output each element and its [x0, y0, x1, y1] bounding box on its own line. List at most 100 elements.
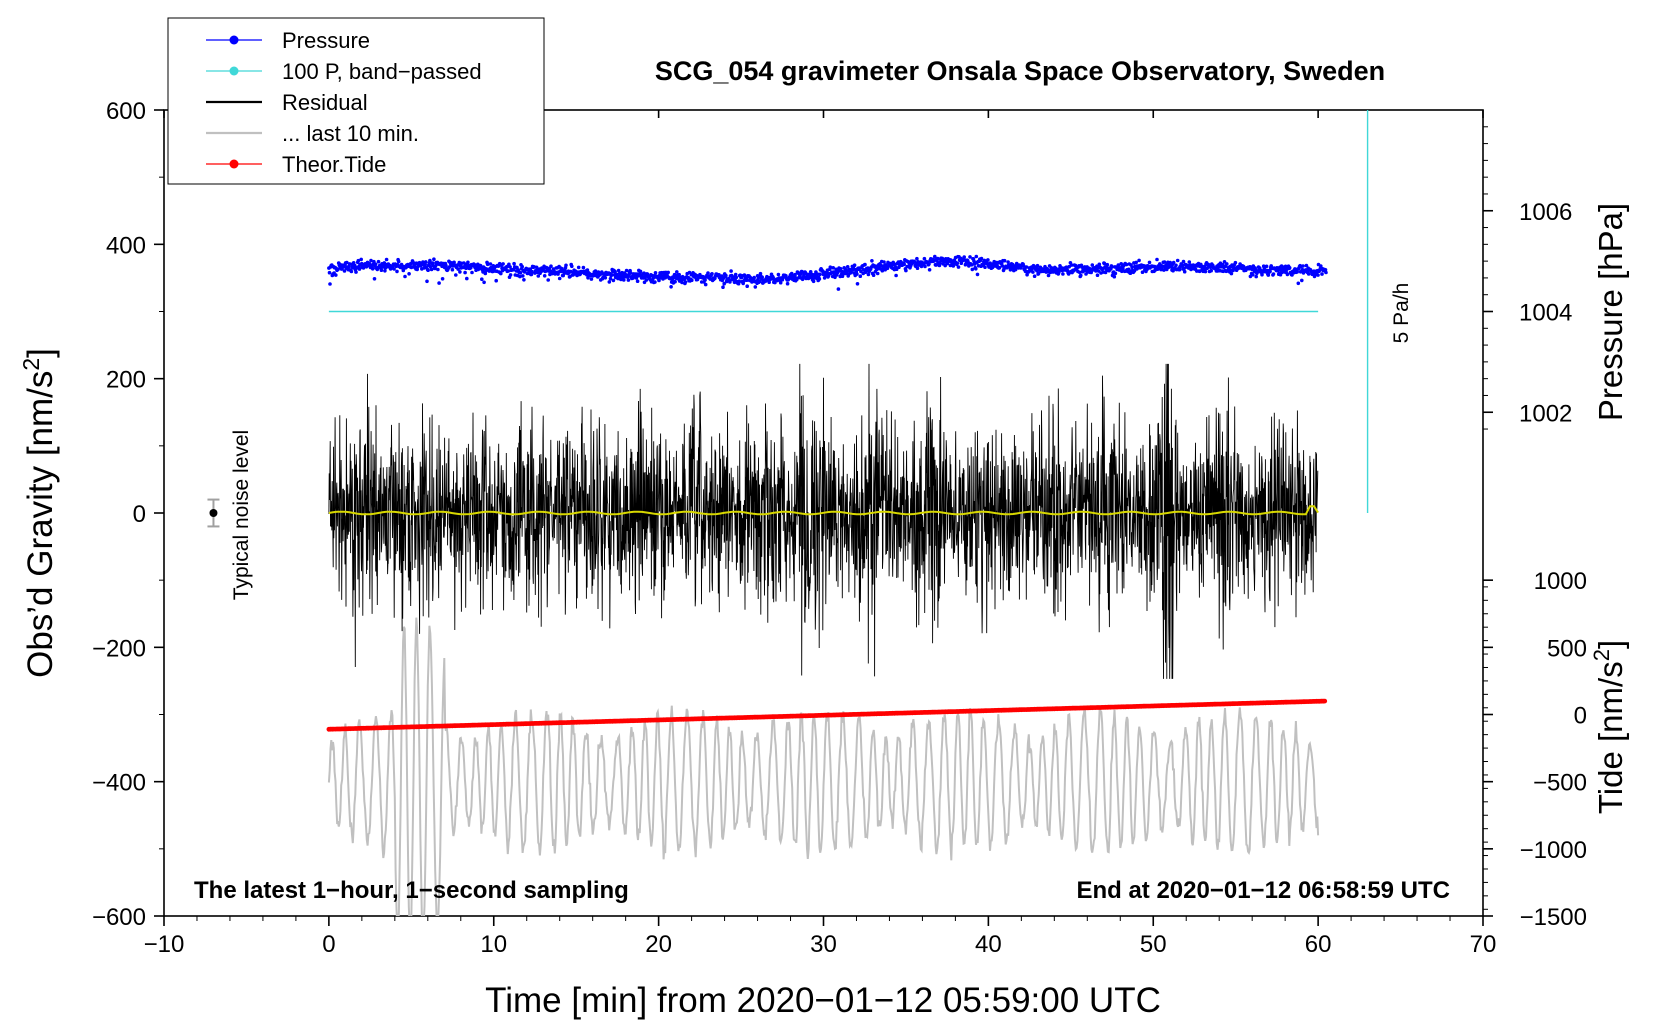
y-tick-label: 600 [106, 98, 146, 125]
pressure-tick-label: 1004 [1519, 300, 1572, 327]
pressure-point [440, 277, 445, 281]
pressure-point [1177, 267, 1182, 272]
pressure-point [975, 272, 980, 277]
pressure-point [657, 278, 661, 283]
pressure-point [653, 280, 657, 284]
pressure-point [506, 269, 511, 273]
pressure-point [840, 274, 845, 279]
pressure-point [626, 278, 631, 282]
pressure-point [444, 263, 448, 268]
tide-series [326, 698, 1328, 732]
pressure-point [767, 280, 771, 285]
pressure-point [817, 277, 822, 281]
y-tick-label: −200 [92, 635, 146, 662]
pressure-point [745, 284, 749, 289]
pressure-point [376, 259, 381, 264]
pressure-point [1296, 281, 1301, 286]
pressure-point [1013, 267, 1018, 272]
pressure-point [885, 266, 890, 271]
pressure-point [744, 278, 749, 283]
pressure-point [450, 267, 455, 272]
pressure-point [1102, 261, 1107, 266]
noise-level-label: Typical noise level [230, 430, 253, 600]
pressure-point [690, 278, 694, 283]
y-tick-label: 400 [106, 232, 146, 259]
pressure-point [370, 267, 375, 271]
pressure-point [463, 270, 467, 275]
pressure-point [1113, 271, 1118, 276]
pressure-point [1323, 268, 1328, 272]
pressure-point [752, 275, 756, 280]
pressure-point [760, 275, 764, 280]
pressure-point [608, 276, 613, 281]
pressure-point [611, 278, 616, 283]
pressure-point [1046, 273, 1051, 278]
y-tick-label: −600 [92, 904, 146, 931]
pressure-point [470, 270, 474, 275]
pressure-point [703, 278, 707, 282]
y-axis-label: Obs’d Gravity [nm/s2] [18, 348, 60, 678]
pressure-point [638, 269, 643, 274]
pressure-point [882, 260, 886, 264]
pressure-point [1324, 270, 1328, 275]
pressure-tick-label: 1006 [1519, 199, 1572, 226]
pressure-point [458, 270, 462, 274]
legend-marker [229, 35, 239, 45]
pressure-point [428, 264, 433, 269]
pressure-point [763, 279, 768, 283]
pressure-tick-label: 1002 [1519, 400, 1572, 427]
pressure-point [955, 261, 960, 266]
pressure-point [1181, 259, 1186, 264]
smoothed-residual-line [328, 505, 1319, 516]
pressure-point [568, 269, 573, 274]
pressure-point [724, 273, 728, 278]
pressure-point [1024, 265, 1029, 269]
pressure-point [425, 279, 429, 284]
pressure-point [512, 261, 516, 266]
pressure-point [522, 278, 526, 282]
pressure-point [959, 261, 964, 266]
pressure-point [373, 262, 378, 267]
pressure-point [424, 260, 428, 264]
pressure-point [520, 264, 524, 269]
pressure-point [1134, 260, 1138, 265]
pressure-point [622, 278, 626, 282]
pressure-point [342, 269, 347, 273]
pressure-point [1295, 270, 1299, 274]
pressure-point [1205, 266, 1209, 271]
pressure-point [482, 280, 486, 285]
pressure-point [710, 272, 714, 276]
tide-axis-label: Tide [nm/s2] [1589, 640, 1629, 814]
pressure-point [875, 271, 880, 276]
pressure-point [1203, 269, 1208, 274]
tide-tick-label: −1000 [1520, 837, 1587, 864]
pressure-point [969, 263, 974, 267]
pressure-point [1121, 266, 1125, 271]
pressure-point [828, 265, 833, 270]
pressure-point [628, 271, 633, 275]
pressure-point [1287, 266, 1292, 270]
pressure-point [328, 282, 332, 286]
legend-label: ... last 10 min. [282, 121, 419, 146]
pressure-point [589, 277, 594, 281]
pressure-point [784, 274, 788, 278]
pressure-point [494, 278, 499, 283]
pressure-point [1130, 265, 1134, 270]
pressure-point [609, 273, 614, 277]
pressure-point [927, 268, 932, 272]
x-axis-label: Time [min] from 2020−01−12 05:59:00 UTC [485, 981, 1161, 1020]
pressure-point [542, 274, 547, 278]
pressure-point [916, 260, 920, 264]
pressure-point [1095, 273, 1100, 278]
pressure-point [852, 263, 857, 268]
pressure-point [706, 271, 710, 275]
legend-label: Residual [282, 90, 368, 115]
pressure-axis-label: Pressure [hPa] [1592, 203, 1629, 421]
pressure-point [1116, 263, 1121, 267]
pressure-point [415, 267, 420, 272]
pressure-point [1137, 258, 1141, 263]
pressure-point [855, 272, 859, 276]
pressure-point [673, 279, 677, 284]
pressure-point [549, 264, 553, 269]
pressure-point [501, 262, 505, 266]
